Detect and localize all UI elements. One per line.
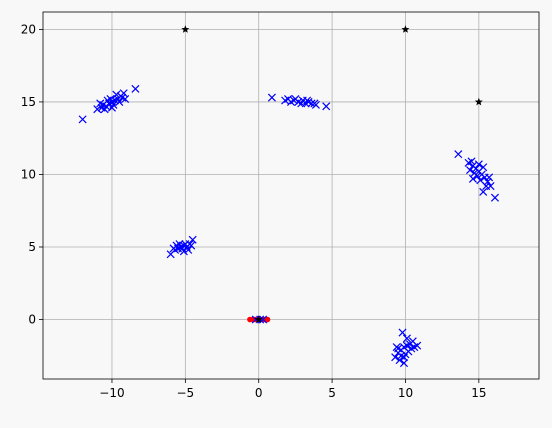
data-point [303,96,312,105]
data-point [479,163,488,172]
data-point [322,102,331,111]
y-tick-label: 0 [28,313,36,327]
data-point [297,99,306,108]
data-point [96,99,105,108]
cluster-center-marker [181,25,190,33]
data-point [107,103,116,112]
data-point [187,241,196,250]
cluster-center-marker [401,25,410,33]
cluster-center-marker [474,97,483,106]
data-point [391,353,400,362]
data-point [131,84,140,93]
data-point [179,247,188,256]
x-tick-label: 5 [328,386,336,400]
data-point [184,245,193,254]
data-point [490,193,500,202]
data-point [169,244,178,253]
data-point [106,95,115,104]
axes-face [43,12,539,379]
data-point [284,95,293,104]
data-point [121,95,130,104]
data-point [470,168,479,178]
origin-point [264,316,271,323]
data-point [267,93,276,102]
data-point [474,160,483,169]
data-point [483,177,492,186]
data-point [454,150,463,159]
x-tick-label: 0 [255,386,263,400]
data-point [115,97,124,106]
data-point [78,115,87,124]
x-tick-label: 10 [398,386,413,400]
data-point [112,90,121,99]
data-point [402,334,411,343]
x-tick-label: −5 [176,386,194,400]
data-point [289,96,298,105]
data-point [466,166,475,175]
axes-frame [42,11,540,380]
data-point [467,157,476,166]
data-point [175,240,184,249]
data-point [398,328,407,337]
data-point [181,240,190,249]
data-point [93,105,102,114]
axes-area: −10 −5 0 5 10 15 0 5 10 15 20 [21,11,540,400]
y-tick-label: 5 [28,240,36,254]
y-tick-label: 10 [21,167,36,181]
data-point [399,353,409,362]
y-tick-label: 20 [21,22,36,36]
data-point [310,99,319,108]
data-point [468,174,477,183]
cluster-center-marker [254,315,263,323]
data-point [485,173,494,182]
data-point [410,343,419,352]
y-tick-label: 15 [21,95,36,109]
data-point [100,105,109,114]
data-point [482,182,491,191]
data-point [119,89,128,98]
data-point [479,187,488,196]
data-point [394,344,403,353]
data-point [307,99,316,108]
data-point [399,359,409,368]
data-point [188,235,197,244]
x-tick-label: 15 [471,386,486,400]
x-tick-label: −10 [99,386,124,400]
